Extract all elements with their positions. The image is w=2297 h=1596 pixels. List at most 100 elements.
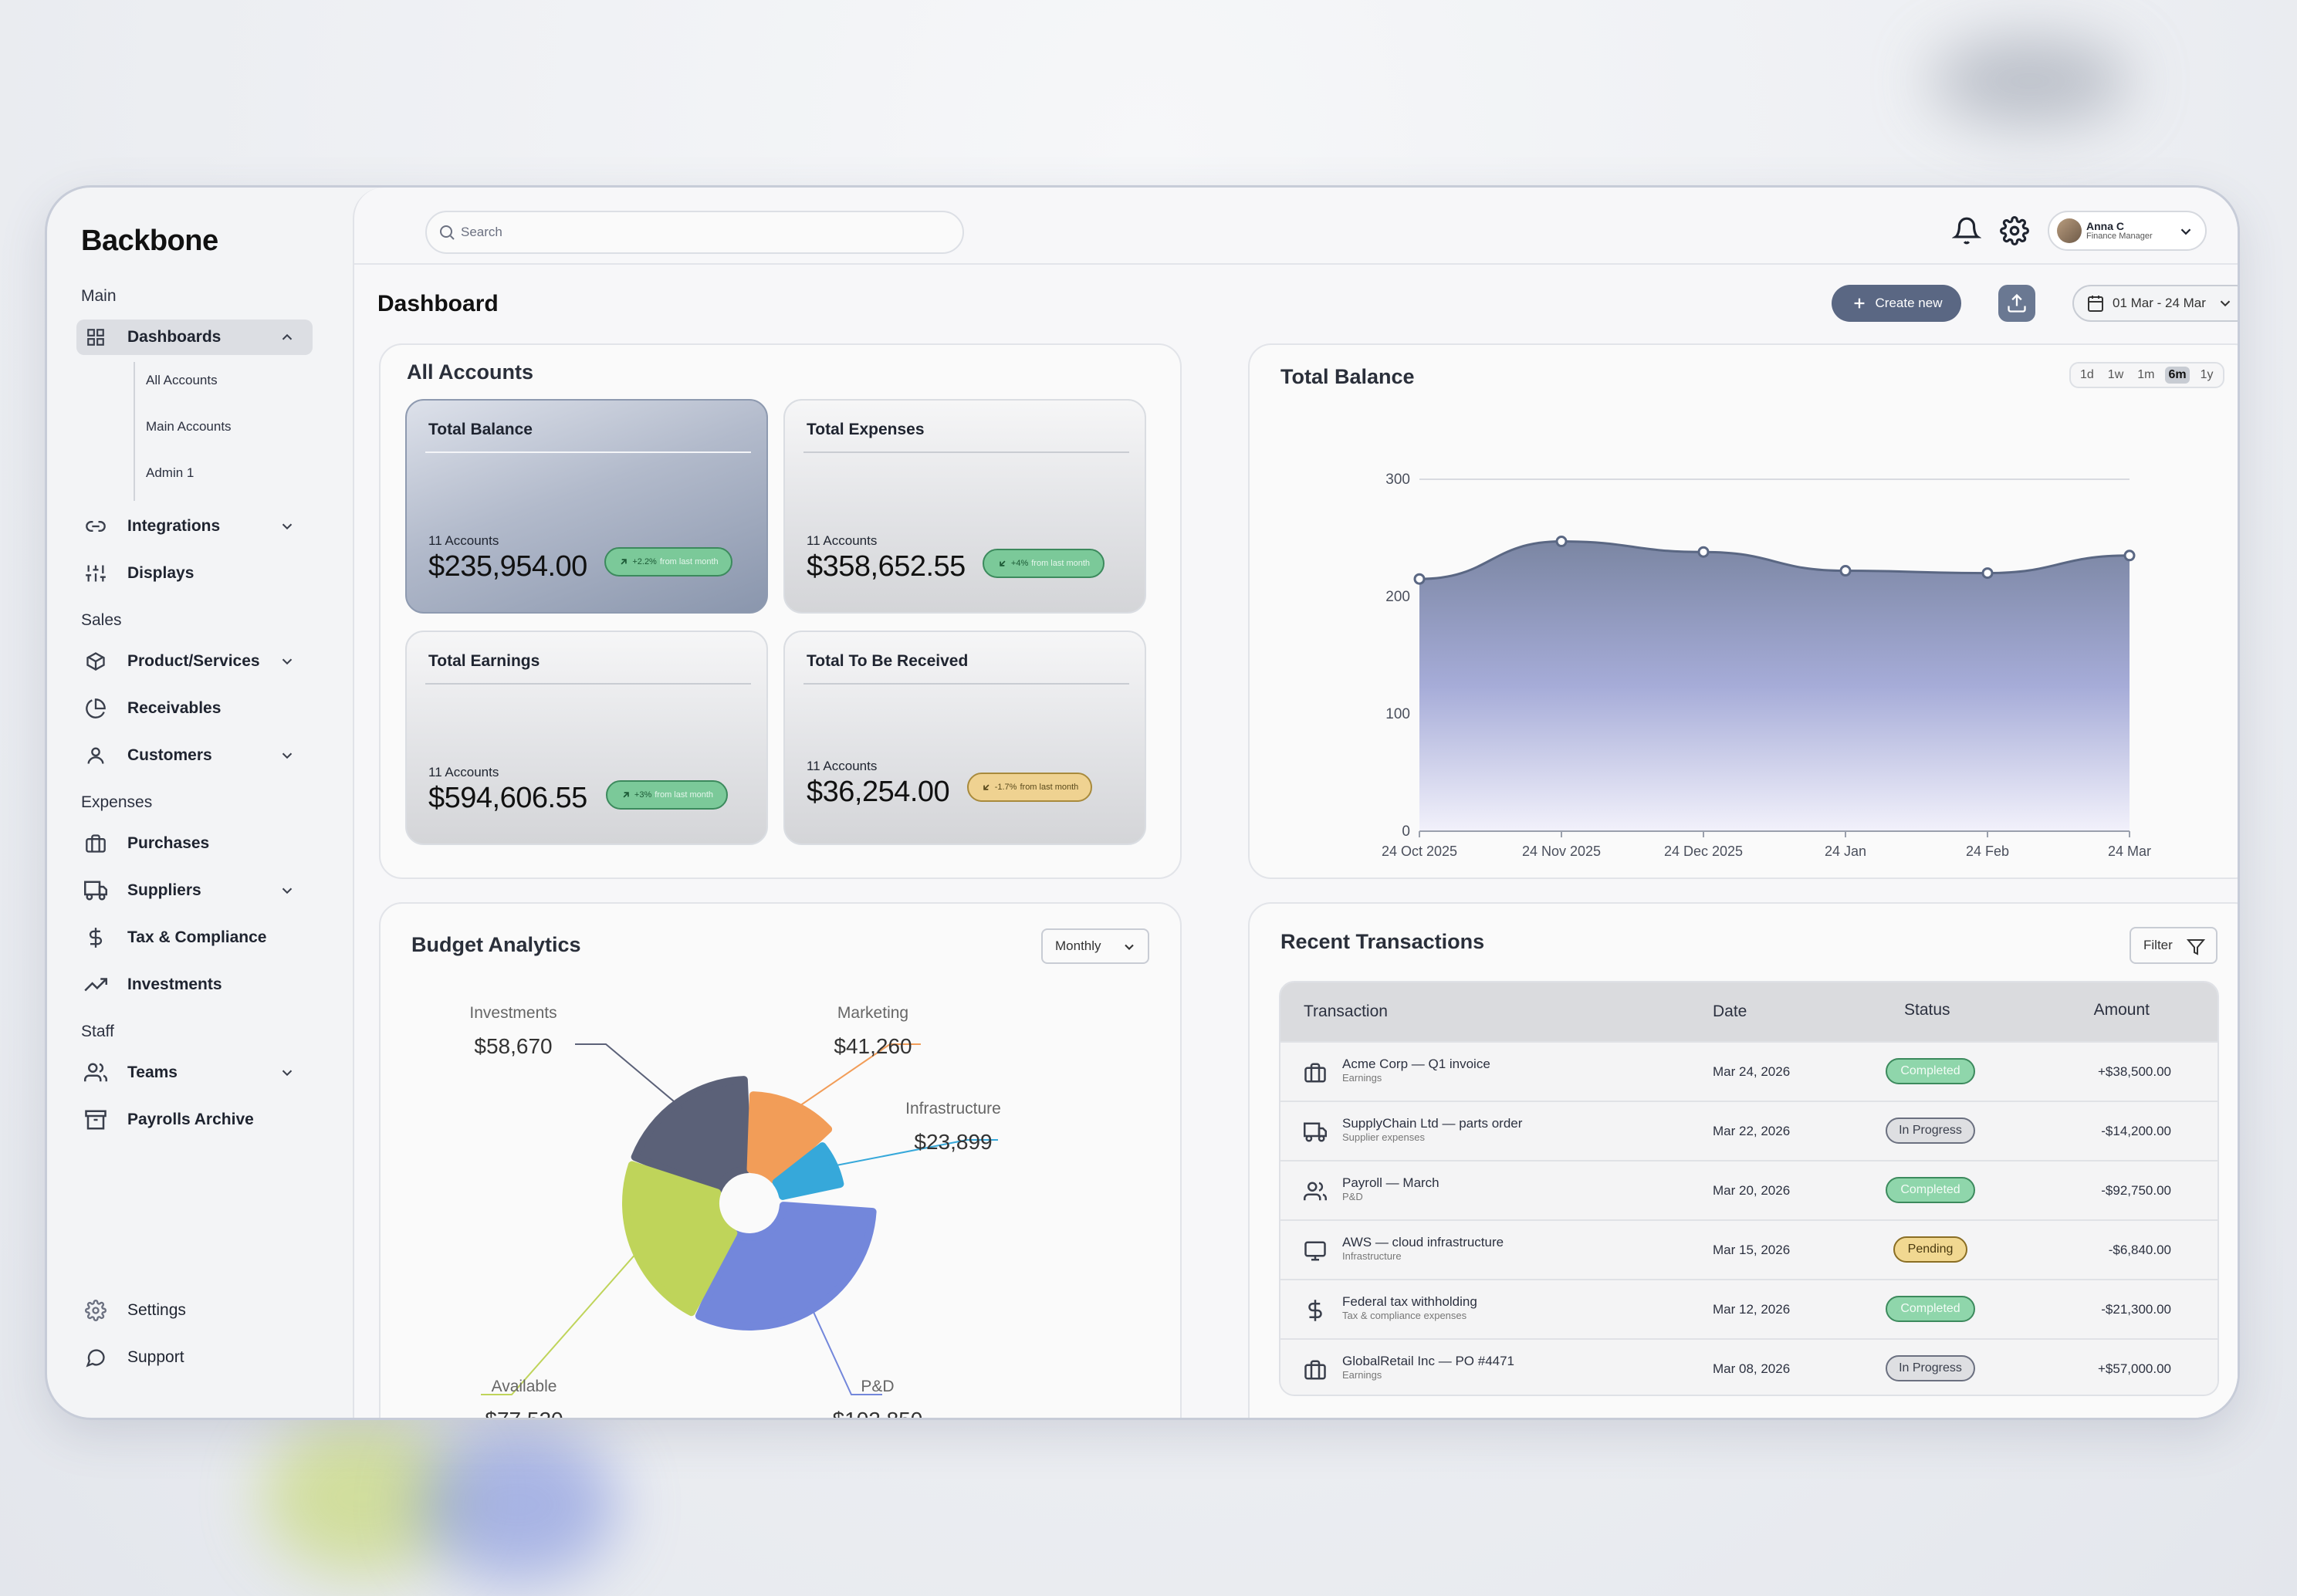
table-row[interactable]: GlobalRetail Inc — PO #4471 Earnings Mar 0…: [1280, 1338, 2218, 1395]
sidebar-item-customers[interactable]: Customers: [76, 738, 313, 773]
account-value: $594,606.55: [428, 782, 587, 814]
transaction-category: Tax & compliance expenses: [1342, 1310, 1467, 1321]
sidebar-item-payrolls-archive[interactable]: Payrolls Archive: [76, 1102, 313, 1138]
trend-text: from last month: [659, 557, 719, 566]
data-point[interactable]: [1697, 546, 1710, 558]
bell-icon[interactable]: [1952, 216, 1981, 245]
gear-icon[interactable]: [2000, 216, 2029, 245]
budget-analytics-title: Budget Analytics: [411, 933, 581, 956]
link-icon: [84, 515, 107, 538]
pie-slice[interactable]: [746, 1091, 833, 1184]
range-1d[interactable]: 1d: [2080, 368, 2094, 381]
sidebar-footer: Settings Support: [81, 1293, 277, 1387]
account-value: $235,954.00: [428, 550, 587, 583]
y-tick-label: 300: [1385, 472, 1410, 488]
transactions-table: Transaction Date Status Amount Acme Corp…: [1279, 981, 2219, 1396]
account-card-total-to-be-received[interactable]: Total To Be Received 11 Accounts $36,254…: [783, 631, 1146, 845]
pie-slice[interactable]: [695, 1202, 877, 1331]
slice-label: Infrastructure: [905, 1100, 1001, 1118]
sidebar-item-displays[interactable]: Displays: [76, 556, 313, 591]
trend-text: from last month: [1031, 559, 1091, 568]
export-button[interactable]: [1998, 285, 2035, 322]
slice-label: P&D: [861, 1378, 894, 1395]
filter-button[interactable]: Filter: [2130, 927, 2218, 964]
transaction-name: SupplyChain Ltd — parts order: [1342, 1116, 1523, 1131]
x-tick-label: 24 Dec 2025: [1664, 844, 1743, 859]
divider: [803, 451, 1129, 453]
sidebar-item-label: Purchases: [127, 834, 210, 852]
y-tick-label: 0: [1402, 823, 1410, 840]
data-point[interactable]: [1981, 567, 1994, 580]
table-row[interactable]: SupplyChain Ltd — parts order Supplier ex…: [1280, 1101, 2218, 1160]
sidebar-subitem-all-accounts[interactable]: All Accounts: [146, 373, 218, 387]
monitor-icon: [1304, 1241, 1326, 1261]
brand-logo: Backbone: [81, 225, 218, 257]
trend-value: +2.2%: [632, 557, 657, 566]
recent-transactions-title: Recent Transactions: [1280, 930, 1485, 953]
box-icon: [84, 650, 107, 673]
sidebar-item-label: Payrolls Archive: [127, 1111, 254, 1128]
data-point[interactable]: [2123, 549, 2136, 562]
sidebar-item-settings[interactable]: Settings: [76, 1293, 277, 1328]
sidebar-item-label: Settings: [127, 1301, 186, 1319]
user-name: Anna C: [2086, 220, 2124, 232]
table-row[interactable]: AWS — cloud infrastructure Infrastructure…: [1280, 1219, 2218, 1279]
period-label: Monthly: [1055, 938, 1101, 953]
sidebar-item-label: Tax & Compliance: [127, 928, 267, 946]
data-point[interactable]: [1413, 573, 1426, 585]
user-role: Finance Manager: [2086, 232, 2153, 241]
pie-slice[interactable]: [631, 1076, 753, 1195]
transaction-name: GlobalRetail Inc — PO #4471: [1342, 1354, 1515, 1368]
sidebar-item-label: Displays: [127, 564, 195, 582]
user-menu[interactable]: Anna C Finance Manager: [2048, 211, 2207, 251]
sidebar-item-integrations[interactable]: Integrations: [76, 509, 313, 544]
sidebar-subitem-admin-1[interactable]: Admin 1: [146, 465, 195, 480]
pie-slice[interactable]: [622, 1161, 738, 1317]
range-1y[interactable]: 1y: [2200, 368, 2214, 381]
sidebar-subitem-main-accounts[interactable]: Main Accounts: [146, 419, 232, 434]
sidebar-item-purchases[interactable]: Purchases: [76, 826, 313, 861]
table-row[interactable]: Payroll — March P&D Mar 20, 2026 Completed -…: [1280, 1160, 2218, 1219]
trending-up-icon: [84, 973, 107, 996]
pie-chart-icon: [84, 697, 107, 720]
range-6m[interactable]: 6m: [2165, 367, 2190, 384]
search-input[interactable]: Search: [425, 211, 964, 254]
period-dropdown[interactable]: Monthly: [1041, 928, 1149, 964]
sidebar-item-receivables[interactable]: Receivables: [76, 691, 313, 726]
account-card-total-earnings[interactable]: Total Earnings 11 Accounts $594,606.55 +…: [405, 631, 768, 845]
table-row[interactable]: Acme Corp — Q1 invoice Earnings Mar 24, 20…: [1280, 1041, 2218, 1101]
total-balance-chart: 0 100 200 300 24 Oct 2025 24 Nov 2025 24 Dec 2…: [1382, 472, 2151, 859]
create-new-button[interactable]: Create new: [1832, 285, 1961, 322]
column-header-date: Date: [1713, 1003, 1747, 1020]
sidebar-item-dashboards[interactable]: Dashboards: [76, 320, 313, 355]
divider: [425, 451, 751, 453]
create-new-label: Create new: [1875, 296, 1943, 310]
sidebar-item-product-services[interactable]: Product/Services: [76, 644, 313, 679]
account-card-total-expenses[interactable]: Total Expenses 11 Accounts $358,652.55 +…: [783, 399, 1146, 614]
budget-analytics-card: Budget Analytics Monthly Investments $58,…: [379, 902, 1182, 1418]
total-balance-card: Total Balance 0 100 200 300 24 Oct 2025 24 No…: [1248, 343, 2238, 879]
data-point[interactable]: [1839, 565, 1852, 577]
transaction-date: Mar 15, 2026: [1713, 1243, 1791, 1257]
range-1m[interactable]: 1m: [2137, 368, 2155, 381]
account-card-total-balance[interactable]: Total Balance 11 Accounts $235,954.00 +2…: [405, 399, 768, 614]
filter-label: Filter: [2143, 938, 2173, 952]
range-1w[interactable]: 1w: [2107, 368, 2124, 381]
table-row[interactable]: Federal tax withholding Tax & compliance …: [1280, 1279, 2218, 1338]
leader-line: [826, 1139, 998, 1168]
data-point[interactable]: [1555, 536, 1568, 548]
search-icon: [440, 225, 455, 240]
plus-icon: [1854, 298, 1864, 309]
area-fill: [1419, 541, 2130, 831]
transaction-name: Federal tax withholding: [1342, 1294, 1477, 1309]
sidebar-item-teams[interactable]: Teams: [76, 1055, 313, 1090]
sidebar-item-tax-compliance[interactable]: Tax & Compliance: [76, 920, 313, 955]
pie-slice[interactable]: [772, 1142, 844, 1200]
background-blur: [417, 1428, 617, 1582]
sidebar-item-support[interactable]: Support: [76, 1340, 277, 1375]
sidebar-item-suppliers[interactable]: Suppliers: [76, 873, 313, 908]
user-icon: [84, 744, 107, 767]
sidebar-item-investments[interactable]: Investments: [76, 967, 313, 1003]
date-range-picker[interactable]: 01 Mar - 24 Mar: [2072, 285, 2238, 322]
trend-value: +4%: [1010, 559, 1029, 568]
